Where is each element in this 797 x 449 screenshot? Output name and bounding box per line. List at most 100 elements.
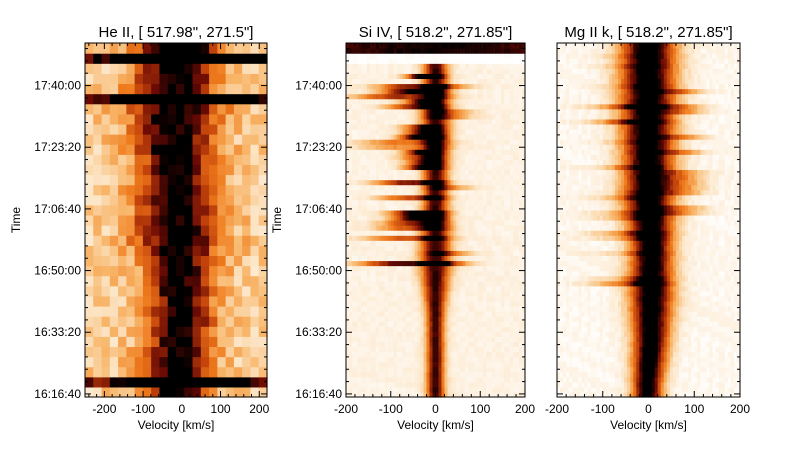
heatmap-cell: [450, 225, 454, 231]
heatmap-cell: [200, 93, 210, 105]
heatmap-cell: [411, 93, 416, 100]
heatmap-cell: [462, 88, 466, 95]
heatmap-cell: [233, 225, 243, 236]
heatmap-cell: [444, 83, 449, 90]
heatmap-cell: [420, 73, 425, 79]
heatmap-cell: [459, 159, 463, 165]
heatmap-cell: [441, 88, 446, 95]
heatmap-cell: [384, 326, 389, 332]
heatmap-cell: [167, 326, 177, 337]
heatmap-cell: [351, 214, 356, 221]
heatmap-cell: [384, 83, 389, 90]
heatmap-cell: [501, 285, 505, 292]
heatmap-cell: [414, 346, 419, 353]
heatmap-cell: [167, 285, 177, 297]
heatmap-cell: [426, 118, 431, 125]
heatmap-cell: [360, 316, 365, 322]
heatmap-cell: [438, 225, 443, 231]
heatmap-cell: [258, 295, 268, 307]
heatmap-cell: [192, 346, 202, 358]
heatmap-cell: [375, 134, 380, 140]
heatmap-cell: [474, 164, 478, 171]
heatmap-cell: [381, 214, 386, 221]
heatmap-cell: [369, 204, 374, 211]
heatmap-cell: [492, 260, 496, 267]
heatmap-cell: [134, 275, 144, 287]
heatmap-cell: [378, 300, 383, 307]
heatmap-cell: [363, 68, 368, 74]
heatmap-cell: [468, 225, 472, 231]
heatmap-cell: [465, 280, 469, 287]
heatmap-cell: [441, 376, 446, 383]
heatmap-cell: [450, 123, 454, 130]
heatmap-cell: [378, 73, 383, 79]
heatmap-cell: [459, 139, 463, 145]
heatmap-cell: [393, 290, 398, 297]
heatmap-cell: [441, 285, 446, 292]
heatmap-cell: [381, 371, 386, 378]
heatmap-cell: [375, 326, 380, 332]
heatmap-cell: [435, 391, 440, 398]
heatmap-cell: [471, 194, 475, 201]
heatmap-cell: [411, 179, 416, 186]
heatmap-cell: [450, 366, 454, 373]
heatmap-cell: [384, 290, 389, 297]
heatmap-cell: [468, 184, 472, 191]
heatmap-cell: [393, 326, 398, 332]
heatmap-cell: [142, 194, 152, 206]
heatmap-cell: [426, 174, 431, 181]
heatmap-cell: [393, 361, 398, 368]
heatmap-cell: [399, 391, 404, 398]
heatmap-cell: [447, 381, 452, 388]
heatmap-cell: [408, 154, 413, 160]
heatmap-cell: [414, 326, 419, 332]
heatmap-cell: [438, 108, 443, 115]
heatmap-cell: [462, 164, 466, 171]
heatmap-cell: [408, 371, 413, 378]
heatmap-cell: [441, 336, 446, 342]
heatmap-cell: [435, 68, 440, 74]
heatmap-cell: [200, 174, 210, 186]
heatmap-cell: [426, 68, 431, 74]
heatmap-cell: [142, 93, 152, 105]
heatmap-cell: [396, 381, 401, 388]
heatmap-cell: [381, 391, 386, 398]
heatmap-cell: [408, 199, 413, 206]
heatmap-cell: [151, 305, 161, 317]
heatmap-cell: [372, 179, 377, 186]
heatmap-cell: [510, 311, 514, 317]
heatmap-cell: [489, 204, 493, 211]
heatmap-cell: [459, 316, 463, 322]
heatmap-cell: [459, 391, 463, 398]
heatmap-cell: [417, 103, 422, 110]
heatmap-cell: [375, 230, 380, 236]
heatmap-cell: [423, 134, 428, 140]
heatmap-cell: [432, 260, 437, 267]
heatmap-cell: [417, 351, 422, 358]
heatmap-cell: [432, 391, 437, 398]
heatmap-cell: [417, 164, 422, 171]
heatmap-cell: [351, 391, 356, 398]
heatmap-cell: [504, 58, 508, 64]
heatmap-cell: [426, 305, 431, 312]
heatmap-cell: [209, 154, 218, 165]
heatmap-cell: [351, 290, 356, 297]
heatmap-cell: [426, 316, 431, 322]
heatmap-cell: [492, 139, 496, 145]
heatmap-cell: [384, 123, 389, 130]
heatmap-cell: [159, 73, 169, 85]
heatmap-cell: [441, 391, 446, 398]
heatmap-cell: [471, 391, 475, 398]
heatmap-cell: [471, 93, 475, 100]
heatmap-cell: [513, 220, 517, 226]
heatmap-cell: [483, 108, 487, 115]
heatmap-cell: [471, 78, 475, 85]
heatmap-cell: [372, 73, 377, 79]
heatmap-cell: [357, 351, 362, 358]
heatmap-cell: [399, 371, 404, 378]
heatmap-cell: [453, 73, 457, 79]
heatmap-cell: [477, 376, 481, 383]
heatmap-cell: [354, 280, 359, 287]
heatmap-cell: [414, 98, 419, 105]
heatmap-cell: [369, 78, 374, 85]
